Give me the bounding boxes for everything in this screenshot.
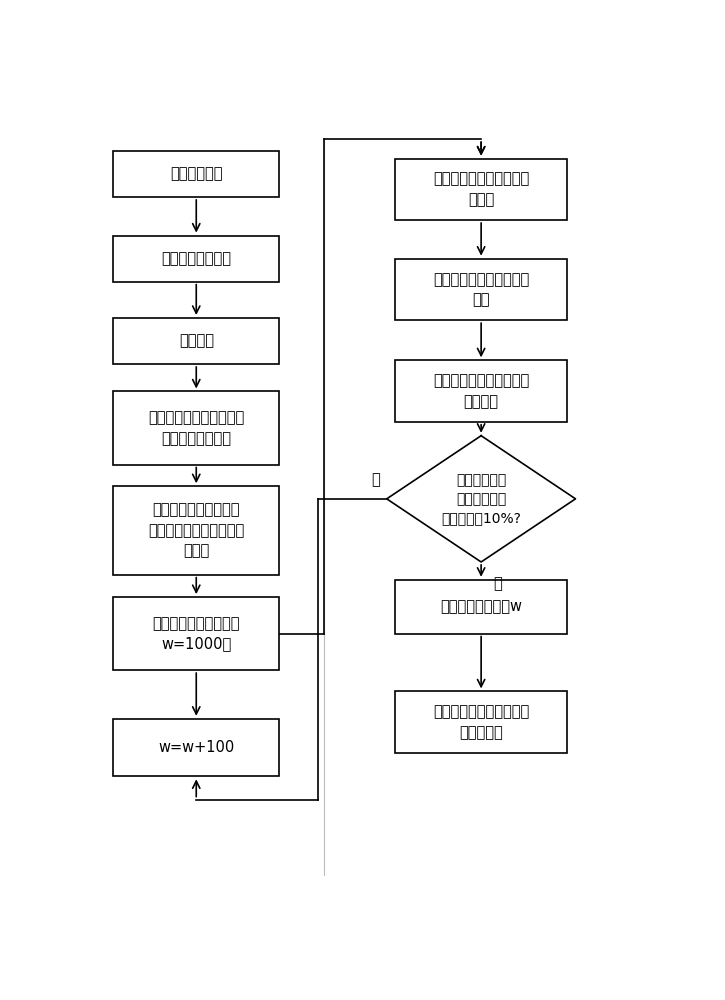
- Text: w=w+100: w=w+100: [158, 740, 234, 755]
- Text: 分别计算每一帧最高温
度、最低温度与平均温度
的差值: 分别计算每一帧最高温 度、最低温度与平均温度 的差值: [148, 503, 244, 558]
- Text: 依据拉依达准则确定温差
阈值: 依据拉依达准则确定温差 阈值: [433, 272, 529, 307]
- Bar: [113, 236, 279, 282]
- Bar: [113, 318, 279, 364]
- Text: 计算每一帧平均温度、最
高温度、最低温度: 计算每一帧平均温度、最 高温度、最低温度: [148, 410, 244, 446]
- Bar: [113, 597, 279, 670]
- Text: 是: 是: [494, 576, 502, 591]
- Bar: [395, 360, 567, 422]
- Bar: [395, 691, 567, 753]
- Bar: [395, 259, 567, 320]
- Bar: [113, 151, 279, 197]
- Text: 数据清洗: 数据清洗: [179, 333, 214, 348]
- Text: 滑动窗初始窗口宽度为
w=1000帧: 滑动窗初始窗口宽度为 w=1000帧: [152, 616, 240, 651]
- Text: 确定滑动窗口宽度w: 确定滑动窗口宽度w: [440, 599, 522, 614]
- Text: 得到每个滑动窗口的温差
数据库: 得到每个滑动窗口的温差 数据库: [433, 172, 529, 207]
- Text: 电动汽车数据: 电动汽车数据: [170, 166, 223, 181]
- Bar: [113, 486, 279, 575]
- Text: 否: 否: [371, 472, 380, 487]
- Bar: [113, 391, 279, 465]
- Text: 任意两个滑动
窗口的温差阈
值小于等于10%?: 任意两个滑动 窗口的温差阈 值小于等于10%?: [442, 473, 521, 525]
- Bar: [395, 580, 567, 634]
- Text: 提取温度相关数据: 提取温度相关数据: [161, 251, 231, 266]
- Text: 计算连续十个滑动窗口的
温差阈值: 计算连续十个滑动窗口的 温差阈值: [433, 373, 529, 409]
- Text: 依据拉依达准则确定自适
应温差阈值: 依据拉依达准则确定自适 应温差阈值: [433, 704, 529, 740]
- Bar: [113, 719, 279, 776]
- Bar: [395, 158, 567, 220]
